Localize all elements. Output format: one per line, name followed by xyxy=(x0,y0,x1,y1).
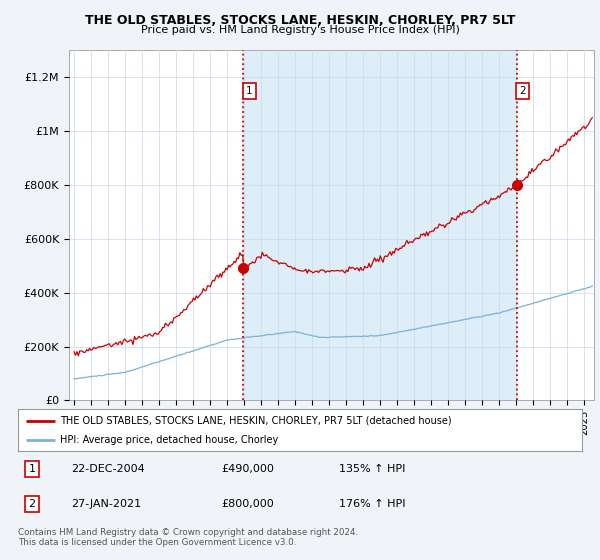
Text: Price paid vs. HM Land Registry's House Price Index (HPI): Price paid vs. HM Land Registry's House … xyxy=(140,25,460,35)
Text: 2: 2 xyxy=(520,86,526,96)
Text: £800,000: £800,000 xyxy=(221,499,274,509)
Text: 22-DEC-2004: 22-DEC-2004 xyxy=(71,464,145,474)
Text: THE OLD STABLES, STOCKS LANE, HESKIN, CHORLEY, PR7 5LT: THE OLD STABLES, STOCKS LANE, HESKIN, CH… xyxy=(85,14,515,27)
Text: 176% ↑ HPI: 176% ↑ HPI xyxy=(340,499,406,509)
Text: 2: 2 xyxy=(29,499,35,509)
Text: Contains HM Land Registry data © Crown copyright and database right 2024.
This d: Contains HM Land Registry data © Crown c… xyxy=(18,528,358,547)
Bar xyxy=(244,50,517,400)
Text: THE OLD STABLES, STOCKS LANE, HESKIN, CHORLEY, PR7 5LT (detached house): THE OLD STABLES, STOCKS LANE, HESKIN, CH… xyxy=(60,416,452,426)
Bar xyxy=(517,50,594,400)
Text: 1: 1 xyxy=(29,464,35,474)
Text: £490,000: £490,000 xyxy=(221,464,274,474)
Text: HPI: Average price, detached house, Chorley: HPI: Average price, detached house, Chor… xyxy=(60,435,278,445)
Text: 27-JAN-2021: 27-JAN-2021 xyxy=(71,499,142,509)
Text: 1: 1 xyxy=(246,86,253,96)
Text: 135% ↑ HPI: 135% ↑ HPI xyxy=(340,464,406,474)
